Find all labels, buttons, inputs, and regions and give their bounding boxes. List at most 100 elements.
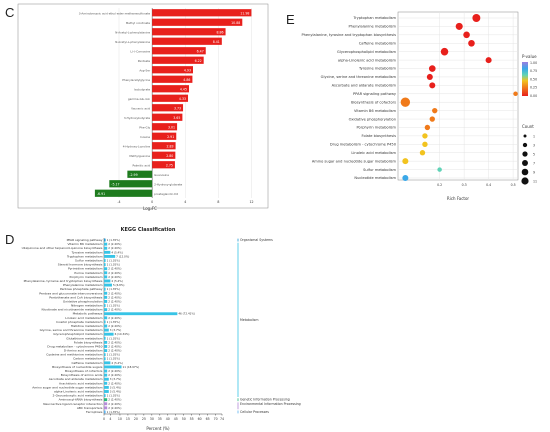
- panel-d-bar: [104, 390, 109, 393]
- panel-e-bubble: [463, 31, 470, 39]
- panel-e-pathway-label: Nucleotide metabolism: [354, 176, 396, 180]
- panel-d-category-label: Porphyrin metabolism: [70, 275, 103, 279]
- panel-d-x-tick-label: 65: [206, 417, 210, 421]
- panel-d-letter: D: [5, 232, 14, 247]
- count-legend-dot: [521, 177, 529, 185]
- panel-e-pathway-label: Phenylalanine metabolism: [348, 25, 396, 29]
- panel-d-bar: [104, 365, 122, 369]
- panel-d-category-label: Nicotinate and nicotinamide metabolism: [42, 308, 103, 312]
- panel-d-bar-value-label: 2 (2.40%): [108, 369, 121, 373]
- panel-d-bar-value-label: 1 (1.35%): [107, 238, 120, 242]
- pvalue-legend-tick: 0.00: [530, 94, 537, 98]
- panel-d-category-label: Oxidative phosphorylation: [63, 299, 103, 303]
- panel-d-bar-value-label: 2 (2.40%): [108, 291, 121, 295]
- panel-d-category-label: Neuroactive ligand-receptor interaction: [43, 402, 102, 406]
- panel-d-bar-value-label: 2 (2.40%): [108, 324, 121, 328]
- panel-d-category-label: Phenylalanine metabolism: [63, 283, 103, 287]
- panel-d-bar-value-label: 4 (5.4%): [111, 279, 123, 283]
- panel-d-bar-value-label: 2 (2.40%): [108, 373, 121, 377]
- panel-c-bar-value-label: -5.17: [111, 183, 119, 187]
- panel-d-category-label: Vitamin B6 metabolism: [67, 242, 102, 246]
- panel-d-category-label: Pentose phosphate pathway: [60, 287, 103, 291]
- panel-c-bar-value-label: 2.83: [166, 145, 173, 149]
- panel-d-category-label: Ascorbate and aldarate metabolism: [49, 377, 103, 381]
- panel-d-group-label: Genetic Information Processing: [240, 398, 290, 402]
- panel-e-pathway-label: Glycerophospholipid metabolism: [337, 50, 396, 54]
- panel-d-x-tick-label: 40: [166, 417, 170, 421]
- panel-d-bar: [104, 263, 106, 267]
- count-legend-dot: [522, 151, 528, 157]
- panel-e-pathway-label: alpha-Linolenic acid metabolism: [338, 58, 397, 62]
- panel-c-metabolite-label: L(-)-Carnosine: [130, 50, 150, 54]
- panel-d-bar-value-label: 2 (2.40%): [108, 406, 121, 410]
- count-legend-dot: [523, 134, 527, 138]
- panel-c-metabolite-label: 4-Hydroxy-L-proline: [123, 145, 151, 149]
- panel-d-category-label: Glycerophospholipid metabolism: [53, 332, 102, 336]
- panel-c-metabolite-label: 3-Aminobenzoic acid ethyl ester methanes…: [79, 12, 151, 16]
- panel-e-bubble: [428, 65, 436, 72]
- panel-d-bar-value-label: 1 (1.35%): [107, 410, 120, 414]
- panel-c-bar-value-label: 3.65: [173, 116, 180, 120]
- panel-e-pathway-label: Tryptophan metabolism: [352, 16, 396, 20]
- count-legend-label: 5: [533, 152, 535, 156]
- panel-e-bubble: [513, 91, 518, 97]
- panel-e-bubble: [402, 158, 409, 165]
- panel-c-bar-value-label: 6.47: [197, 50, 204, 54]
- pvalue-legend-tick: 0.50: [530, 77, 537, 81]
- panel-d-category-label: Glutathione metabolism: [66, 336, 102, 340]
- pvalue-legend-tick: 0.25: [530, 86, 537, 90]
- panel-e-bubble: [432, 107, 438, 114]
- panel-d-bar: [104, 254, 116, 258]
- panel-d-x-tick-label: 15: [126, 417, 130, 421]
- panel-d-bar: [104, 250, 111, 254]
- panel-d-bar-value-label: 4 (5.4%): [111, 361, 123, 365]
- panel-e-bubble: [422, 141, 428, 148]
- panel-e-count-legend-title: Count: [522, 124, 534, 129]
- count-legend-label: 9: [533, 170, 535, 174]
- panel-e-pathway-label: Porphyrin metabolism: [357, 126, 397, 130]
- panel-c-bar: [152, 9, 252, 17]
- panel-d-bar: [104, 312, 178, 316]
- panel-e-pathway-label: Folate biosynthesis: [362, 134, 397, 138]
- panel-e-x-axis-label: Rich Factor: [447, 196, 469, 201]
- panel-d-bar-value-label: 1 (1.35%): [107, 353, 120, 357]
- panel-d-bar: [104, 332, 114, 336]
- panel-c-bar-value-label: 6.22: [195, 59, 202, 63]
- panel-d-category-label: Biosynthesis of cofactors: [65, 369, 103, 373]
- panel-c-letter: C: [5, 5, 14, 20]
- panel-c-metabolite-label: N-Acetyl-L-phenylalanine: [115, 40, 150, 44]
- panel-d-bar-value-label: 2 (2.40%): [108, 398, 121, 402]
- panel-c-metabolite-label: prostaglandin D2: [154, 192, 178, 196]
- panel-d-bar-value-label: 1 (1.35%): [107, 263, 120, 267]
- panel-c-bar-value-label: 8.41: [213, 40, 220, 44]
- panel-e-pathway-label: Linoleic acid metabolism: [351, 151, 396, 155]
- panel-c-bar-value-label: -6.91: [97, 192, 105, 196]
- panel-e-bubble: [472, 14, 481, 22]
- panel-d-category-label: PPAR signaling pathway: [67, 238, 103, 242]
- panel-d-bar-value-label: 2 (2.40%): [108, 299, 121, 303]
- panel-d-category-label: Ferroptosis: [86, 410, 103, 414]
- panel-c-bar-value-label: 4.45: [180, 88, 187, 92]
- panel-d-bar: [104, 340, 108, 344]
- panel-d-bar: [104, 402, 108, 406]
- panel-d-category-label: Metabolic pathways: [73, 312, 103, 316]
- panel-c-metabolite-label: gamma-Glu-Gln: [128, 97, 151, 101]
- panel-c-x-axis-label: Log₂FC: [143, 206, 157, 211]
- panel-c-bar: [152, 123, 178, 131]
- panel-d-x-tick-label: 25: [142, 417, 146, 421]
- panel-d-bar: [104, 353, 106, 357]
- panel-d-bar: [104, 324, 108, 328]
- panel-d-category-label: D-Amino acid metabolism: [64, 349, 103, 353]
- panel-d-title: KEGG Classification: [121, 227, 176, 233]
- panel-d-category-label: Sulfur metabolism: [75, 259, 103, 263]
- panel-d-bar-value-label: 2 (2.40%): [108, 242, 121, 246]
- panel-d-category-label: Biosynthesis of nucleotide sugars: [52, 365, 103, 369]
- panel-d-bar-value-label: 1 (1.35%): [107, 320, 120, 324]
- panel-c-log2fc-bar-chart: C 11.98 3-Aminobenzoic acid ethyl ester m…: [5, 3, 269, 211]
- panel-d-bar-value-label: 46 (72.41%): [178, 312, 195, 316]
- pvalue-legend-tick: 0.75: [530, 69, 537, 73]
- panel-e-x-tick-label: 0.4: [486, 183, 491, 187]
- panel-c-bar: [152, 28, 226, 36]
- panel-d-bar: [104, 394, 106, 398]
- panel-c-metabolite-label: Inosine: [140, 135, 150, 139]
